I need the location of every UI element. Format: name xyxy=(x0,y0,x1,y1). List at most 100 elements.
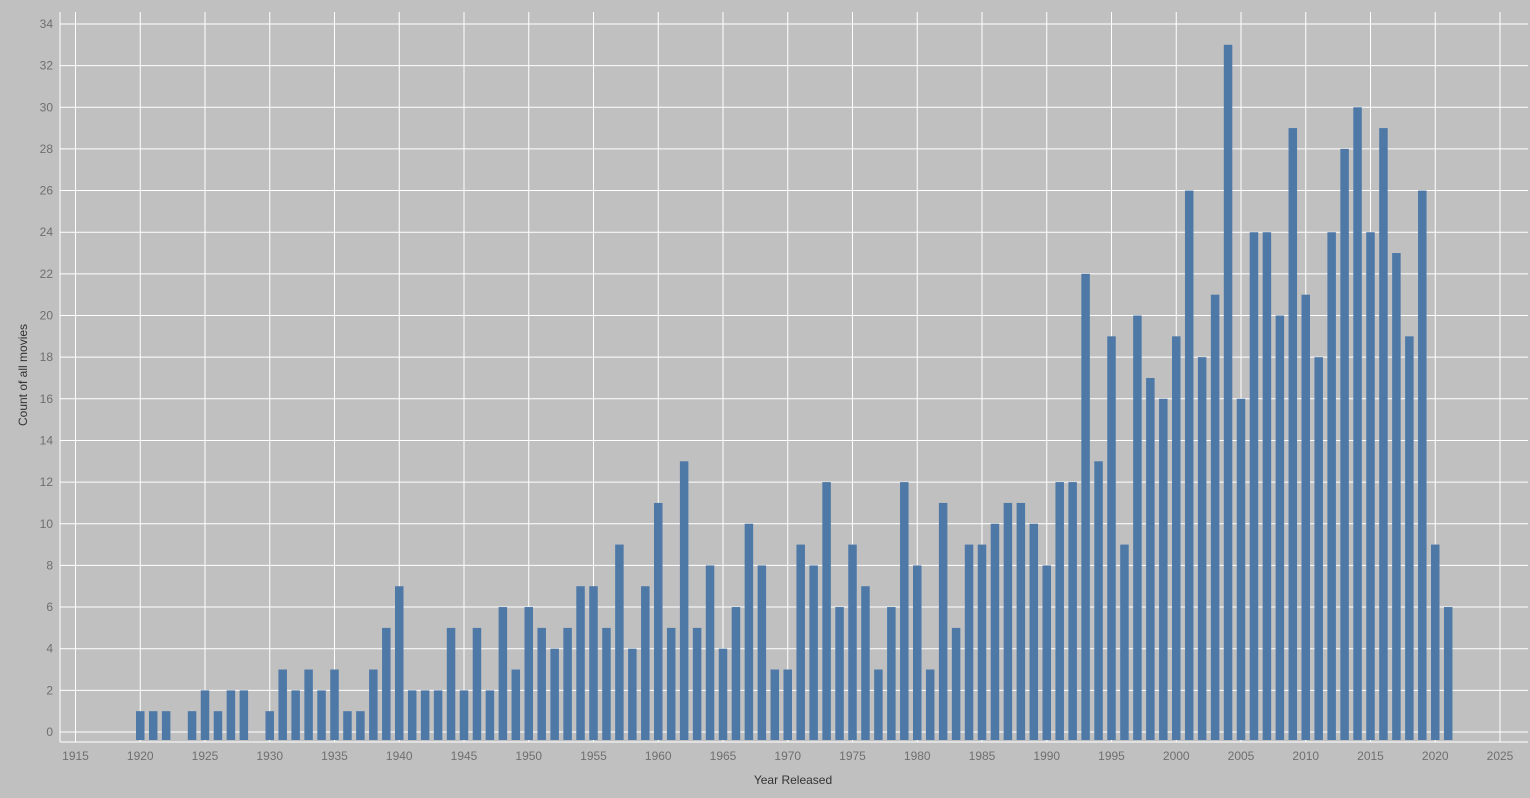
x-tick-label: 2015 xyxy=(1357,749,1384,763)
x-tick-label: 2020 xyxy=(1422,749,1449,763)
bar-1933 xyxy=(304,669,313,740)
y-tick-label: 2 xyxy=(46,683,53,697)
bar-1938 xyxy=(369,669,378,740)
bar-1996 xyxy=(1120,544,1129,740)
bar-1975 xyxy=(848,544,857,740)
bar-2005 xyxy=(1236,398,1246,740)
bar-1950 xyxy=(524,607,533,740)
bar-1959 xyxy=(641,586,650,740)
bar-1993 xyxy=(1081,273,1090,740)
bar-1946 xyxy=(472,627,482,741)
bar-1927 xyxy=(226,690,236,740)
bar-2016 xyxy=(1379,128,1388,740)
bar-2020 xyxy=(1431,544,1440,740)
bar-1947 xyxy=(485,690,495,740)
bar-1982 xyxy=(938,502,948,740)
bar-1921 xyxy=(148,711,158,740)
bar-1935 xyxy=(330,669,339,740)
bar-1960 xyxy=(654,502,663,740)
bar-1922 xyxy=(161,711,171,740)
y-tick-label: 24 xyxy=(40,225,54,239)
y-tick-label: 12 xyxy=(40,475,54,489)
bar-1952 xyxy=(550,648,559,740)
y-axis-title: Count of all movies xyxy=(16,324,30,426)
y-tick-label: 18 xyxy=(40,350,54,364)
bar-1951 xyxy=(537,627,546,741)
bar-1957 xyxy=(615,544,624,740)
x-tick-label: 1990 xyxy=(1033,749,1060,763)
bar-1971 xyxy=(796,544,805,740)
bar-1920 xyxy=(136,711,145,740)
bar-2008 xyxy=(1275,315,1285,740)
bar-1992 xyxy=(1068,482,1077,740)
bar-2017 xyxy=(1392,253,1401,740)
bar-1955 xyxy=(589,586,598,740)
bar-1995 xyxy=(1107,336,1116,740)
bar-1965 xyxy=(718,648,728,740)
bars xyxy=(136,44,1453,741)
bar-1945 xyxy=(459,690,469,740)
bar-2018 xyxy=(1405,336,1414,740)
bar-1944 xyxy=(446,627,456,741)
x-axis-title: Year Released xyxy=(754,773,832,787)
bar-1936 xyxy=(343,711,352,740)
bar-1985 xyxy=(977,544,987,740)
x-tick-label: 1950 xyxy=(515,749,542,763)
bar-1966 xyxy=(731,607,741,740)
bar-1990 xyxy=(1042,565,1051,740)
bar-2004 xyxy=(1223,44,1233,740)
bar-2011 xyxy=(1314,357,1323,740)
x-tick-label: 1945 xyxy=(451,749,478,763)
bar-2003 xyxy=(1210,294,1220,740)
x-axis-ticks: 1915 1920 1925 1930 1935 1940 1945 1950 1955 1960… xyxy=(62,749,1514,763)
bar-1987 xyxy=(1003,502,1013,740)
bar-1928 xyxy=(239,690,249,740)
y-tick-label: 4 xyxy=(46,642,53,656)
bar-2009 xyxy=(1288,128,1298,740)
x-tick-label: 1940 xyxy=(386,749,413,763)
x-tick-label: 1955 xyxy=(580,749,607,763)
x-tick-label: 1985 xyxy=(969,749,996,763)
bar-1962 xyxy=(679,461,689,740)
y-tick-label: 8 xyxy=(46,558,53,572)
x-tick-label: 1970 xyxy=(774,749,801,763)
y-tick-label: 28 xyxy=(40,142,54,156)
x-tick-label: 1920 xyxy=(127,749,154,763)
bar-1963 xyxy=(692,627,702,741)
bar-1999 xyxy=(1159,398,1168,740)
bar-1940 xyxy=(395,586,404,740)
bar-1976 xyxy=(861,586,870,740)
x-tick-label: 1980 xyxy=(904,749,931,763)
bar-2002 xyxy=(1197,357,1207,740)
bar-1998 xyxy=(1146,377,1155,740)
bar-2001 xyxy=(1184,190,1194,741)
bar-2012 xyxy=(1327,232,1336,740)
x-tick-label: 1935 xyxy=(321,749,348,763)
bar-1989 xyxy=(1029,523,1039,740)
y-tick-label: 22 xyxy=(40,267,54,281)
bar-1980 xyxy=(913,565,922,740)
bar-1969 xyxy=(770,669,780,740)
bar-1939 xyxy=(382,627,391,741)
bar-1983 xyxy=(951,627,961,741)
y-tick-label: 30 xyxy=(40,100,54,114)
bar-1997 xyxy=(1133,315,1142,740)
bar-1926 xyxy=(213,711,223,740)
bar-1930 xyxy=(265,711,274,740)
bar-1961 xyxy=(666,627,676,741)
bar-1931 xyxy=(278,669,287,740)
bar-1954 xyxy=(576,586,585,740)
x-tick-label: 1915 xyxy=(62,749,89,763)
x-tick-label: 2010 xyxy=(1292,749,1319,763)
bar-1956 xyxy=(602,627,611,741)
y-tick-label: 20 xyxy=(40,309,54,323)
bar-2021 xyxy=(1443,607,1453,740)
bar-1978 xyxy=(887,607,896,740)
bar-1977 xyxy=(874,669,883,740)
bar-1932 xyxy=(291,690,300,740)
bar-2013 xyxy=(1340,148,1349,740)
bar-2007 xyxy=(1262,232,1272,740)
